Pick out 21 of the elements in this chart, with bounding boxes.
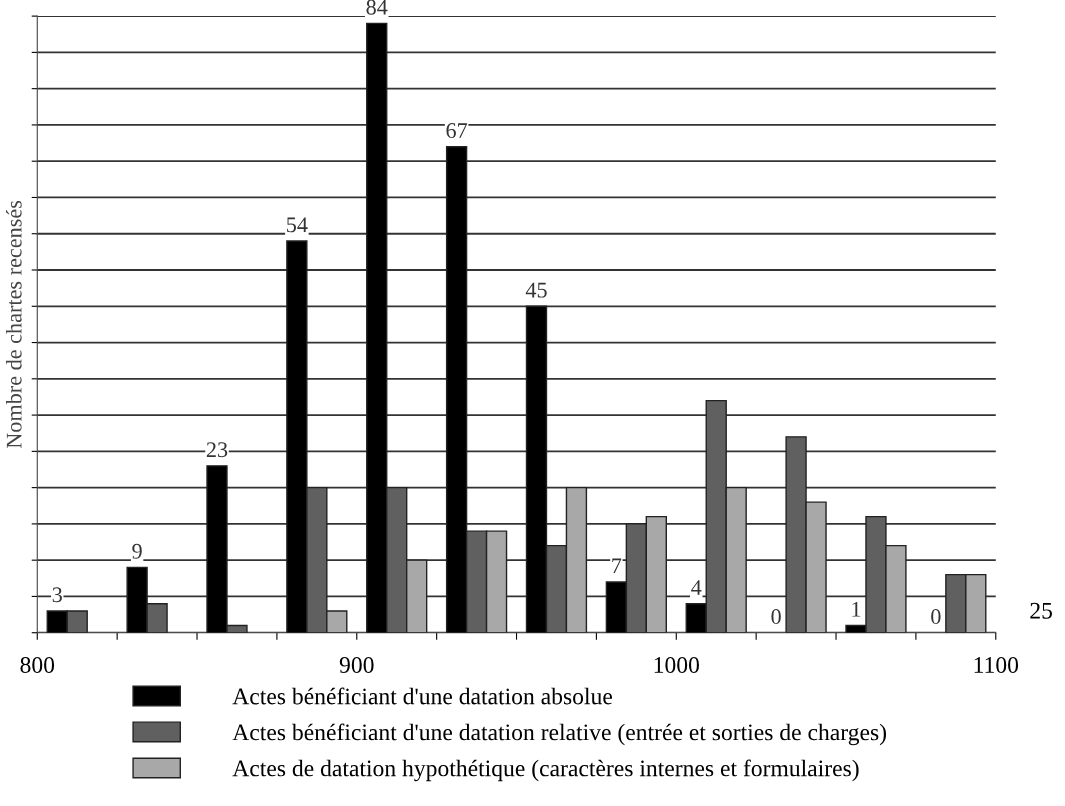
data-label: 23 xyxy=(206,442,228,458)
x-tick-label: 1100 xyxy=(974,657,1019,673)
data-label: 45 xyxy=(525,282,547,298)
data-label: 0 xyxy=(931,609,941,625)
text: 25 xyxy=(1030,602,1053,619)
data-label: 7 xyxy=(612,558,622,574)
legend-label: Actes bénéficiant d'une datation absolue xyxy=(232,687,612,705)
y-axis-title: Nombre de chartes recensés xyxy=(5,200,22,449)
x-tick-label: 900 xyxy=(339,657,374,673)
data-label: 9 xyxy=(132,543,142,559)
legend-label: Actes bénéficiant d'une datation relative (entrée et sorties de charges) xyxy=(232,723,887,746)
x-tick-label: 800 xyxy=(20,657,55,673)
x-tick-label: 1000 xyxy=(654,657,699,673)
data-label: 4 xyxy=(691,580,702,595)
data-label: 3 xyxy=(52,587,62,603)
data-label: 84 xyxy=(366,0,388,15)
legend-label: Actes de datation hypothétique (caractères internes et formulaires) xyxy=(232,759,859,782)
data-label: 1 xyxy=(852,601,861,617)
data-label: 0 xyxy=(771,609,781,625)
data-label: 54 xyxy=(287,217,308,233)
data-label: 67 xyxy=(446,123,468,139)
